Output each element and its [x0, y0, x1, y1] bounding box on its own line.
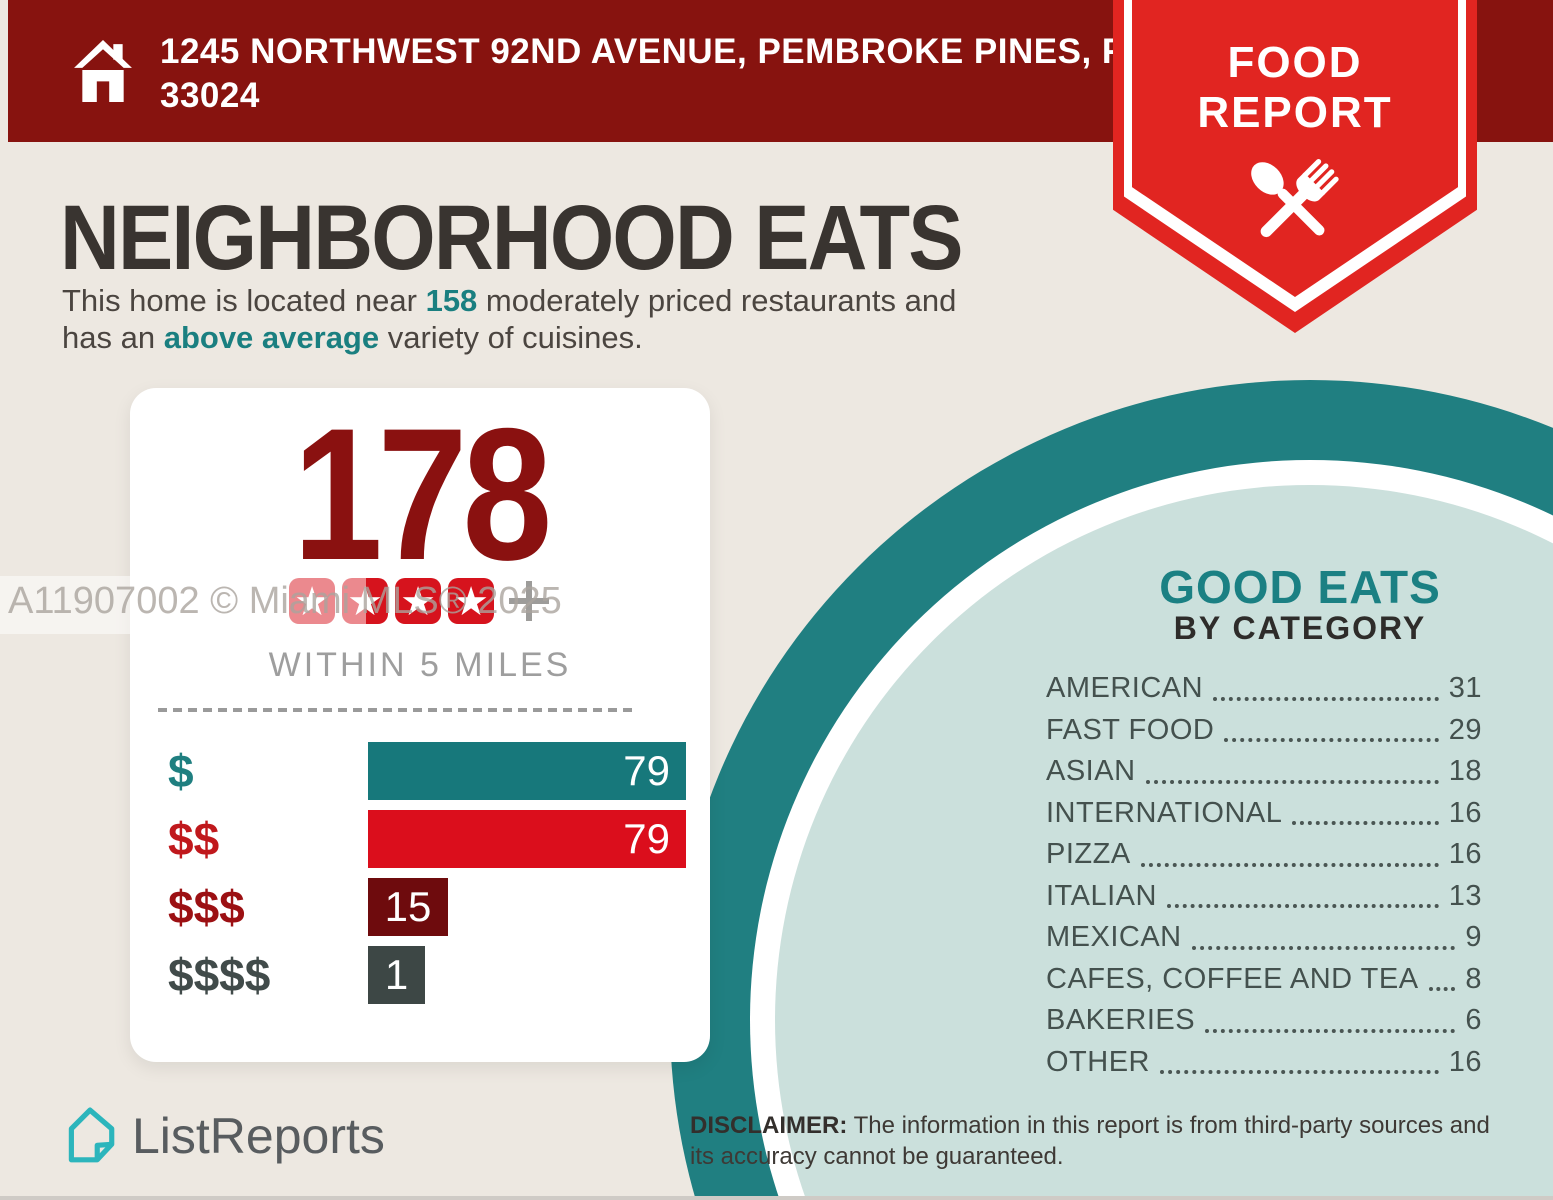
category-label: ITALIAN: [1046, 879, 1157, 912]
category-label: BAKERIES: [1046, 1004, 1196, 1037]
category-row: CAFES, COFFEE AND TEA 8: [1046, 959, 1482, 1001]
variety-highlight: above average: [163, 320, 380, 355]
category-row: FAST FOOD 29: [1046, 710, 1482, 752]
category-row: INTERNATIONAL 16: [1046, 793, 1482, 835]
category-value: 6: [1465, 1004, 1482, 1037]
disclaimer: DISCLAIMER: The information in this repo…: [690, 1110, 1520, 1172]
mls-watermark: A11907002 © Miami MLS® 2025: [8, 580, 562, 622]
subtitle-text: This home is located near: [62, 283, 426, 318]
category-row: ITALIAN 13: [1046, 876, 1482, 918]
star-icon: ★: [448, 578, 494, 625]
dotted-leader: [1205, 1028, 1456, 1033]
category-row: BAKERIES 6: [1046, 1000, 1482, 1042]
category-value: 9: [1465, 921, 1482, 954]
dotted-leader: [1191, 945, 1456, 950]
dotted-leader: [1160, 1070, 1439, 1074]
category-label: INTERNATIONAL: [1046, 796, 1283, 829]
category-label: OTHER: [1046, 1045, 1150, 1078]
plus-icon: [507, 579, 551, 623]
ribbon-title-line2: REPORT: [1197, 88, 1393, 137]
category-row: ASIAN 18: [1046, 751, 1482, 793]
food-report-ribbon: FOOD REPORT: [1113, 0, 1477, 333]
category-label: CAFES, COFFEE AND TEA: [1046, 962, 1419, 995]
bottom-border: [0, 1196, 1553, 1200]
restaurant-total-count: 178: [292, 389, 552, 599]
category-row: PIZZA 16: [1046, 834, 1482, 876]
listreports-house-icon: [68, 1107, 115, 1163]
category-value: 18: [1448, 755, 1482, 788]
restaurant-count-highlight: 158: [425, 283, 478, 318]
dotted-leader: [1428, 987, 1456, 991]
price-bar-value: 79: [623, 747, 670, 794]
category-row: MEXICAN 9: [1046, 917, 1482, 959]
good-eats-title: GOOD EATS: [1159, 561, 1441, 613]
price-bar-value: 15: [384, 883, 432, 930]
property-address: 1245 NORTHWEST 92ND AVENUE, PEMBROKE PIN…: [160, 30, 1160, 118]
good-eats-subtitle: BY CATEGORY: [1173, 610, 1427, 646]
price-bar: 79: [368, 742, 686, 800]
category-label: ASIAN: [1046, 755, 1136, 788]
category-value: 16: [1448, 1045, 1482, 1078]
category-value: 16: [1448, 796, 1482, 829]
price-bar-value: 1: [384, 951, 409, 998]
dotted-leader: [1140, 862, 1439, 867]
price-level-label: $$$: [168, 881, 245, 933]
price-bar: 1: [368, 946, 425, 1004]
page-title: NEIGHBORHOOD EATS: [60, 187, 964, 289]
dotted-leader: [1292, 821, 1439, 825]
dotted-leader: [1145, 779, 1439, 784]
price-bar-row: $ 79: [130, 742, 710, 800]
price-bar: 79: [368, 810, 686, 868]
category-value: 13: [1448, 879, 1482, 912]
disclaimer-label: DISCLAIMER:: [690, 1112, 848, 1139]
category-value: 29: [1448, 713, 1482, 746]
price-bar-row: $$$$ 1: [130, 946, 710, 1004]
price-level-label: $: [168, 745, 194, 797]
price-bar-chart: $ 79 $$ 79 $$$ 15 $$$$ 1: [130, 742, 710, 1014]
radius-label: WITHIN 5 MILES: [268, 646, 572, 684]
disclaimer-text: The information in this report is from t…: [690, 1112, 1490, 1170]
dashed-divider: [158, 708, 636, 712]
category-label: FAST FOOD: [1046, 713, 1215, 746]
category-label: AMERICAN: [1046, 672, 1204, 705]
category-row: OTHER 16: [1046, 1042, 1482, 1084]
page-subtitle: This home is located near 158 moderately…: [62, 282, 1092, 356]
category-value: 31: [1448, 672, 1482, 705]
address-line-2: 33024: [160, 76, 260, 115]
dotted-leader: [1213, 696, 1439, 701]
star-icon: ★: [395, 578, 441, 625]
ribbon-title-line1: FOOD: [1227, 38, 1363, 87]
address-line-1: 1245 NORTHWEST 92ND AVENUE, PEMBROKE PIN…: [160, 32, 1146, 71]
dotted-leader: [1224, 738, 1439, 742]
price-bar-value: 79: [623, 815, 670, 862]
category-label: PIZZA: [1046, 838, 1131, 871]
category-label: MEXICAN: [1046, 921, 1182, 954]
price-bar-row: $$$ 15: [130, 878, 710, 936]
restaurant-summary-card: 178 ★★★★ WITHIN 5 MILES $ 79 $$ 79 $$$ 1…: [130, 388, 710, 1062]
price-bar: 15: [368, 878, 448, 936]
dotted-leader: [1166, 904, 1439, 908]
category-value: 8: [1465, 962, 1482, 995]
listreports-logo: ListReports: [62, 1106, 385, 1166]
subtitle-text: moderately priced restaurants and: [477, 283, 957, 318]
spoon-fork-icon: [1251, 159, 1339, 238]
listreports-wordmark: ListReports: [132, 1108, 385, 1164]
watermark-backdrop: [0, 576, 366, 634]
category-value: 16: [1448, 838, 1482, 871]
home-icon: [74, 40, 132, 102]
category-row: AMERICAN 31: [1046, 668, 1482, 710]
good-eats-category-list: AMERICAN 31 FAST FOOD 29 ASIAN 18 INTERNATI…: [1046, 668, 1482, 1083]
subtitle-text: has an: [62, 320, 164, 355]
price-level-label: $$: [168, 813, 220, 865]
price-bar-row: $$ 79: [130, 810, 710, 868]
subtitle-text: variety of cuisines.: [379, 320, 643, 355]
price-level-label: $$$$: [168, 949, 271, 1001]
